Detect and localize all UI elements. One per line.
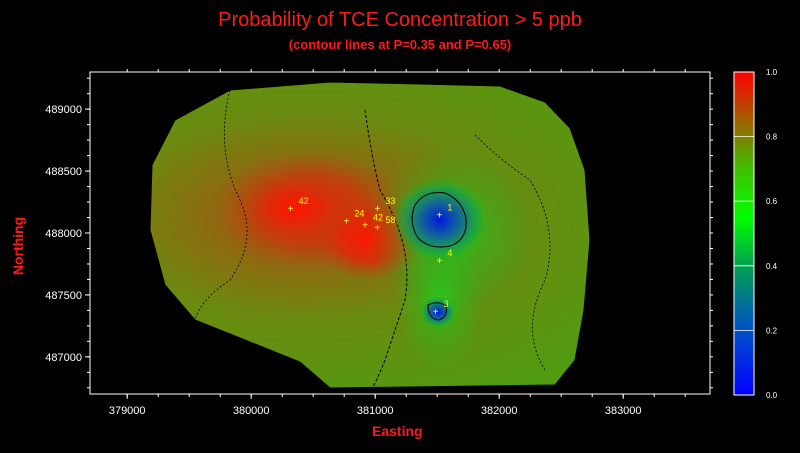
x-tick-label: 383000 bbox=[605, 405, 642, 417]
y-tick-label: 487500 bbox=[45, 290, 82, 302]
well-label: 42 bbox=[299, 196, 309, 206]
colorbar-tick-label: 0.6 bbox=[766, 197, 778, 206]
well-marker: + bbox=[288, 204, 294, 215]
well-label: 3 bbox=[444, 299, 449, 309]
x-tick-label: 380000 bbox=[233, 405, 270, 417]
colorbar-tick-label: 0.4 bbox=[766, 262, 778, 271]
y-axis: 489000 488500 488000 487500 487000 bbox=[45, 77, 713, 389]
well-marker: + bbox=[433, 307, 439, 318]
well-label: 1 bbox=[447, 202, 452, 212]
well-label: 42 bbox=[373, 212, 383, 222]
y-axis-label: Northing bbox=[10, 216, 26, 276]
x-tick-label: 382000 bbox=[481, 405, 518, 417]
well-label: 58 bbox=[385, 215, 395, 225]
well-label: 4 bbox=[447, 248, 452, 258]
well-marker: + bbox=[436, 256, 442, 267]
chart-title: Probability of TCE Concentration > 5 ppb bbox=[218, 9, 582, 31]
well-marker: + bbox=[436, 210, 442, 221]
chart-subtitle: (contour lines at P=0.35 and P=0.65) bbox=[288, 37, 512, 52]
x-tick-label: 381000 bbox=[357, 405, 394, 417]
y-tick-label: 488000 bbox=[45, 228, 82, 240]
colorbar-tick-label: 0.8 bbox=[766, 133, 778, 142]
x-axis: 379000 380000 381000 382000 383000 bbox=[109, 69, 686, 417]
well-label: 24 bbox=[354, 209, 364, 219]
colorbar-tick-label: 1.0 bbox=[766, 68, 778, 77]
well-marker: + bbox=[343, 217, 349, 228]
y-tick-label: 488500 bbox=[45, 166, 82, 178]
colorbar bbox=[733, 71, 755, 396]
x-tick-label: 379000 bbox=[109, 405, 146, 417]
domain-boundary bbox=[149, 81, 591, 389]
well-label: 33 bbox=[385, 196, 395, 206]
well-marker: + bbox=[374, 223, 380, 234]
colorbar-tick-label: 0.2 bbox=[766, 326, 778, 335]
colorbar-ticks: 1.0 0.8 0.6 0.4 0.2 0.0 bbox=[734, 68, 778, 400]
y-tick-label: 489000 bbox=[45, 104, 82, 116]
colorbar-tick-label: 0.0 bbox=[766, 391, 778, 400]
well-marker: + bbox=[374, 204, 380, 215]
x-axis-label: Easting bbox=[372, 423, 423, 439]
well-labels: +42+33+24+42+58 +1+4+3 bbox=[288, 196, 453, 318]
y-tick-label: 487000 bbox=[45, 352, 82, 364]
well-marker: + bbox=[362, 220, 368, 231]
